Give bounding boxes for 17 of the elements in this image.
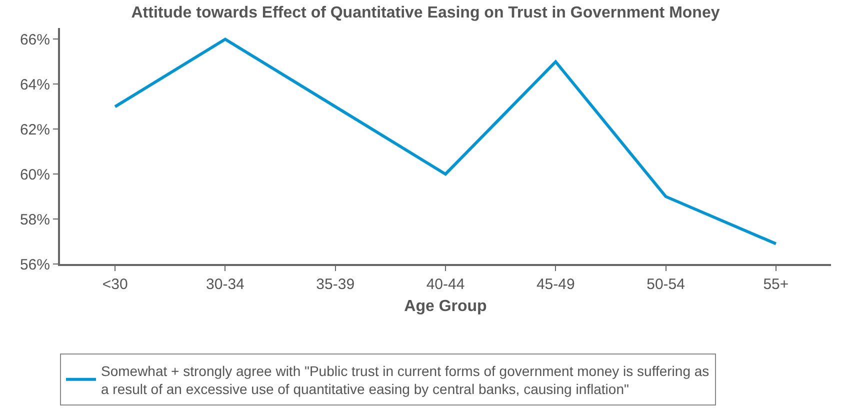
x-tick-label: 55+	[763, 276, 789, 293]
x-tick-label: 30-34	[206, 276, 244, 293]
y-tick-label: 62%	[20, 121, 50, 138]
line-series	[114, 38, 778, 246]
x-tick-label: 45-49	[536, 276, 575, 293]
y-tick-label: 64%	[20, 76, 50, 94]
y-tick-label: 66%	[20, 31, 50, 48]
chart-title: Attitude towards Effect of Quantitative Easing on Trust in Government Money	[131, 4, 720, 22]
x-tick-label: 40-44	[426, 276, 465, 293]
legend-label: Somewhat + strongly agree with "Public trust in current forms of government money is suffering as a result of an excessive use of quantitative easing by central banks, causing inflation"	[101, 362, 710, 397]
y-tick-label: 58%	[20, 211, 50, 228]
x-tick-label: 35-39	[316, 276, 355, 293]
x-tick-label: 50-54	[646, 276, 685, 293]
x-axis-title: Age Group	[404, 298, 488, 316]
y-tick-label: 56%	[20, 256, 50, 274]
y-tick-label: 60%	[20, 166, 50, 184]
x-tick-label: <30	[102, 276, 128, 293]
